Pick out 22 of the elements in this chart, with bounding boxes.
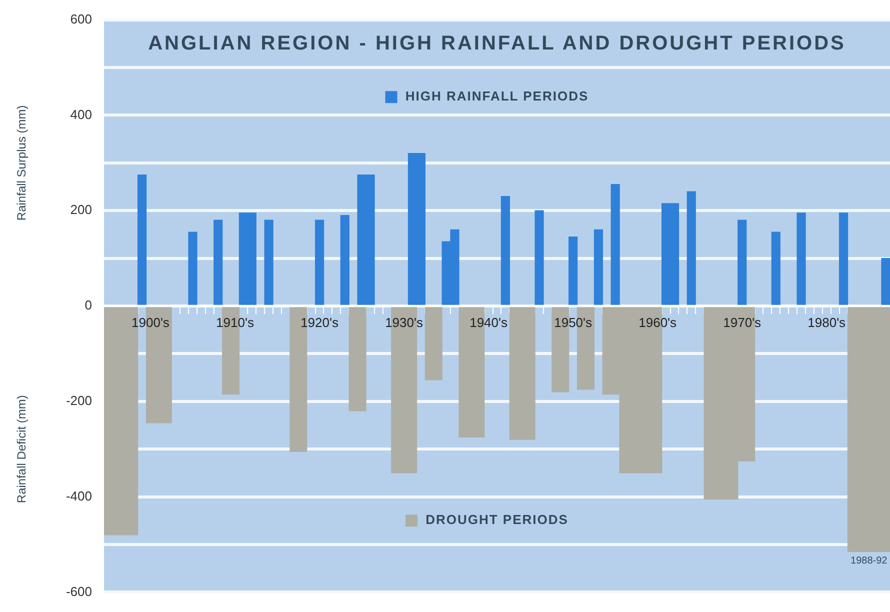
x-tick-label: 1900's (132, 315, 170, 330)
x-tick-label: 1910's (216, 315, 254, 330)
y-tick-label: 200 (70, 202, 92, 218)
text: Rainfall Deficit (mm) (14, 395, 28, 504)
legend-label: DROUGHT PERIODS (426, 512, 568, 528)
x-tick-label: 1960's (638, 315, 678, 330)
x-tick-label: 1950's (554, 315, 593, 330)
x-tick-label: 1930's (385, 315, 424, 330)
legend-label: HIGH RAINFALL PERIODS (405, 88, 589, 104)
y-tick-label: 400 (70, 106, 92, 122)
annotation: 1988-92 (850, 555, 888, 566)
x-tick-label: 1970's (723, 315, 762, 330)
y-tick-label: 600 (70, 11, 92, 26)
y-tick-label: -600 (66, 584, 92, 599)
x-tick-label: 1940's (470, 315, 508, 330)
y-tick-label: -200 (66, 392, 92, 408)
x-tick-label: 1980's (808, 315, 846, 330)
text: ANGLIAN REGION - HIGH RAINFALL AND DROUGHT PERIODS (148, 32, 846, 54)
x-tick-label: 1920's (300, 315, 339, 330)
y-tick-label: -400 (66, 488, 92, 504)
y-axis-title: Rainfall Surplus (mm) (14, 105, 28, 221)
y-tick-label: 0 (84, 298, 92, 313)
